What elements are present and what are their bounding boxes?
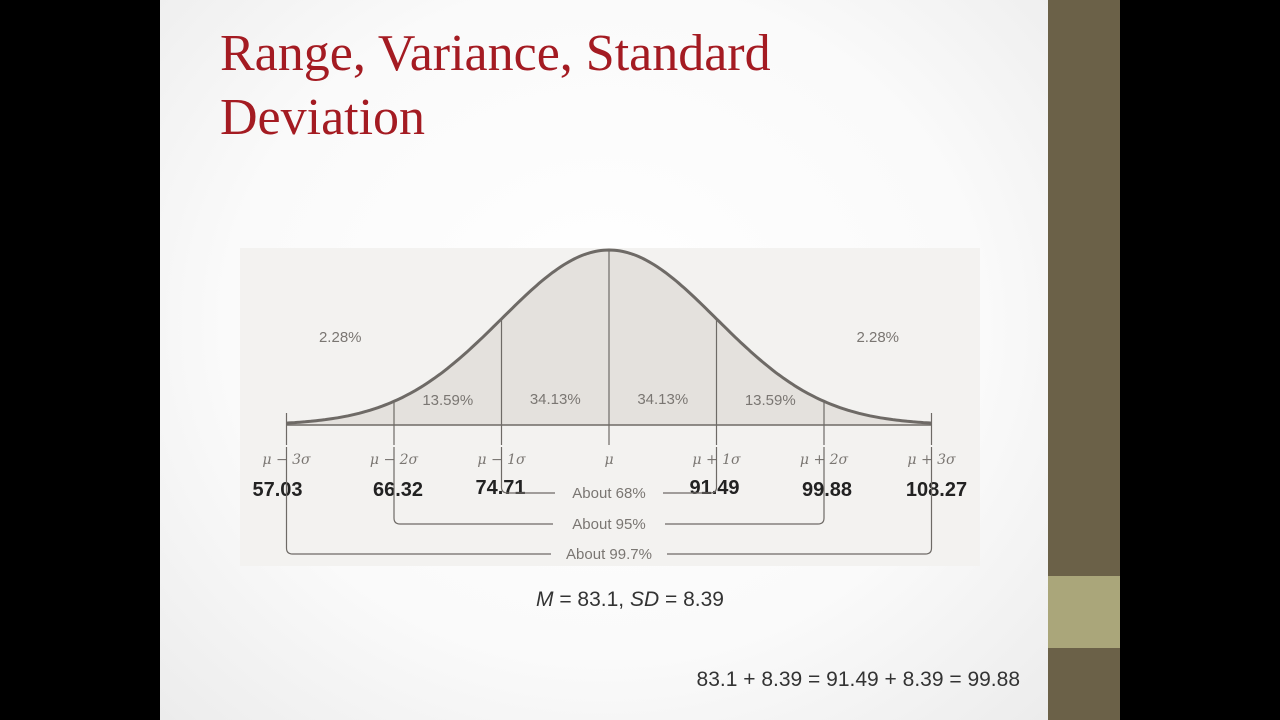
bracket-label: About 99.7% — [566, 546, 652, 563]
bracket-right — [667, 447, 933, 555]
region-percent-label: 2.28% — [319, 329, 362, 346]
sigma-value-label: 108.27 — [906, 479, 967, 501]
slide-title: Range, Variance, Standard Deviation — [220, 22, 980, 150]
decorative-side-accent — [1048, 576, 1120, 648]
normal-distribution-chart: 2.28%13.59% 34.13% 34.13% 13.59%2.28%μ − 3σ… — [252, 248, 967, 563]
sigma-value-label: 66.32 — [373, 479, 423, 501]
mean-symbol: M — [536, 588, 554, 611]
sigma-value-label: 91.49 — [689, 477, 739, 499]
mean-value-text: = 83.1, — [553, 588, 630, 611]
stats-summary: M = 83.1, SD = 8.39 — [500, 588, 760, 612]
region-percent-label: 13.59% — [745, 392, 796, 409]
sigma-value-label: 57.03 — [252, 479, 302, 501]
sd-symbol: SD — [629, 588, 660, 611]
bracket-label: About 95% — [572, 516, 645, 533]
bracket-left — [285, 447, 551, 555]
region-percent-label: 13.59% — [422, 392, 473, 409]
sigma-value-label: 99.88 — [802, 479, 852, 501]
calculation-formula: 83.1 + 8.39 = 91.49 + 8.39 = 99.88 — [696, 668, 1020, 691]
bracket-right — [663, 447, 718, 494]
bell-curve — [286, 248, 932, 425]
title-line-1: Range, Variance, Standard — [220, 25, 771, 82]
region-percent-label: 34.13% — [637, 391, 688, 408]
region-percent-label: 34.13% — [530, 391, 581, 408]
tick-label: μ — [604, 452, 613, 468]
sigma-value-label: 74.71 — [475, 477, 525, 499]
bracket-left — [393, 447, 553, 525]
slide: Range, Variance, Standard Deviation 2.28… — [160, 0, 1048, 720]
sd-value-text: = 8.39 — [659, 588, 724, 611]
bracket-label: About 68% — [572, 485, 645, 502]
bracket-left — [500, 447, 555, 494]
region-percent-label: 2.28% — [856, 329, 899, 346]
bracket-right — [665, 447, 825, 525]
title-line-2: Deviation — [220, 89, 426, 146]
